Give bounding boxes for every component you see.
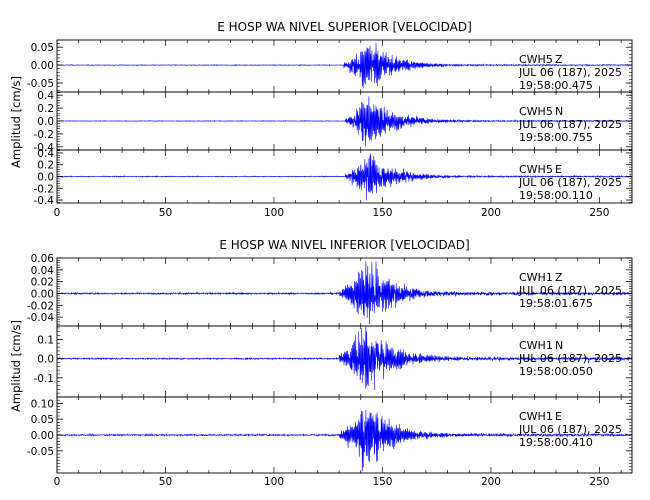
y-tick-label: 0.06 bbox=[31, 253, 55, 265]
y-tick-label: 0.10 bbox=[31, 398, 54, 410]
y-tick-label: 0.0 bbox=[37, 116, 54, 128]
station-label: CWH1 bbox=[519, 410, 553, 423]
y-tick-label: 0.05 bbox=[31, 414, 54, 426]
date-label: JUL 06 (187), 2025 bbox=[518, 66, 622, 79]
y-tick-label: -0.4 bbox=[34, 142, 55, 154]
trace-line bbox=[56, 409, 633, 472]
y-tick-label: 0.2 bbox=[37, 103, 54, 115]
y-tick-label: 0.05 bbox=[31, 42, 54, 54]
y-tick-label: 0.0 bbox=[37, 172, 54, 184]
y-tick-label: 0.0 bbox=[37, 354, 54, 366]
date-label: JUL 06 (187), 2025 bbox=[518, 118, 622, 131]
x-tick-label: 50 bbox=[159, 476, 172, 488]
trace-line bbox=[56, 96, 633, 147]
station-label: CWH1 bbox=[519, 339, 553, 352]
y-tick-label: 0.00 bbox=[31, 60, 54, 72]
y-tick-label: -0.4 bbox=[34, 195, 55, 207]
y-tick-label: -0.02 bbox=[27, 300, 54, 312]
x-tick-label: 100 bbox=[264, 476, 284, 488]
y-tick-label: 0.4 bbox=[37, 90, 54, 102]
chart-title: E HOSP WA NIVEL SUPERIOR [VELOCIDAD] bbox=[217, 20, 472, 34]
component-label: E bbox=[555, 163, 562, 176]
station-label: CWH1 bbox=[519, 271, 553, 284]
y-tick-label: -0.2 bbox=[34, 129, 55, 141]
x-tick-label: 250 bbox=[589, 476, 609, 488]
x-tick-label: 150 bbox=[372, 207, 392, 219]
time-label: 19:58:00.050 bbox=[519, 365, 593, 378]
y-tick-label: 0.4 bbox=[37, 148, 54, 160]
x-tick-label: 0 bbox=[54, 207, 61, 219]
trace-line bbox=[56, 325, 633, 391]
trace-line bbox=[56, 153, 633, 201]
date-label: JUL 06 (187), 2025 bbox=[518, 284, 622, 297]
y-tick-label: -0.2 bbox=[34, 183, 55, 195]
y-tick-label: 0.00 bbox=[31, 288, 54, 300]
x-tick-label: 200 bbox=[481, 476, 501, 488]
component-label: Z bbox=[555, 53, 563, 66]
x-tick-label: 100 bbox=[264, 207, 284, 219]
y-tick-label: 0.1 bbox=[37, 334, 54, 346]
x-tick-label: 50 bbox=[159, 207, 172, 219]
station-label: CWH5 bbox=[519, 105, 553, 118]
time-label: 19:58:00.410 bbox=[519, 436, 593, 449]
x-tick-label: 0 bbox=[54, 476, 61, 488]
y-tick-label: -0.05 bbox=[27, 78, 54, 90]
trace-line bbox=[56, 42, 633, 89]
date-label: JUL 06 (187), 2025 bbox=[518, 352, 622, 365]
y-tick-label: -0.1 bbox=[34, 373, 55, 385]
y-axis-label: Amplitud [cm/s] bbox=[9, 320, 23, 412]
component-label: Z bbox=[555, 271, 563, 284]
station-label: CWH5 bbox=[519, 53, 553, 66]
x-tick-label: 200 bbox=[481, 207, 501, 219]
y-tick-label: 0.04 bbox=[31, 265, 55, 277]
date-label: JUL 06 (187), 2025 bbox=[518, 423, 622, 436]
time-label: 19:58:00.110 bbox=[519, 189, 593, 202]
y-tick-label: -0.05 bbox=[27, 446, 54, 458]
x-tick-label: 250 bbox=[589, 207, 609, 219]
date-label: JUL 06 (187), 2025 bbox=[518, 176, 622, 189]
y-tick-label: 0.02 bbox=[31, 277, 54, 289]
y-axis-label: Amplitud [cm/s] bbox=[9, 76, 23, 168]
x-tick-label: 150 bbox=[372, 476, 392, 488]
station-label: CWH5 bbox=[519, 163, 553, 176]
trace-line bbox=[56, 260, 633, 325]
time-label: 19:58:00.755 bbox=[519, 131, 593, 144]
time-label: 19:58:01.675 bbox=[519, 297, 593, 310]
y-tick-label: -0.04 bbox=[27, 312, 54, 324]
y-tick-label: 0.2 bbox=[37, 160, 54, 172]
component-label: E bbox=[555, 410, 562, 423]
component-label: N bbox=[555, 339, 563, 352]
y-tick-label: 0.00 bbox=[31, 430, 54, 442]
component-label: N bbox=[555, 105, 563, 118]
time-label: 19:58:00.475 bbox=[519, 79, 593, 92]
chart-title: E HOSP WA NIVEL INFERIOR [VELOCIDAD] bbox=[219, 238, 469, 252]
